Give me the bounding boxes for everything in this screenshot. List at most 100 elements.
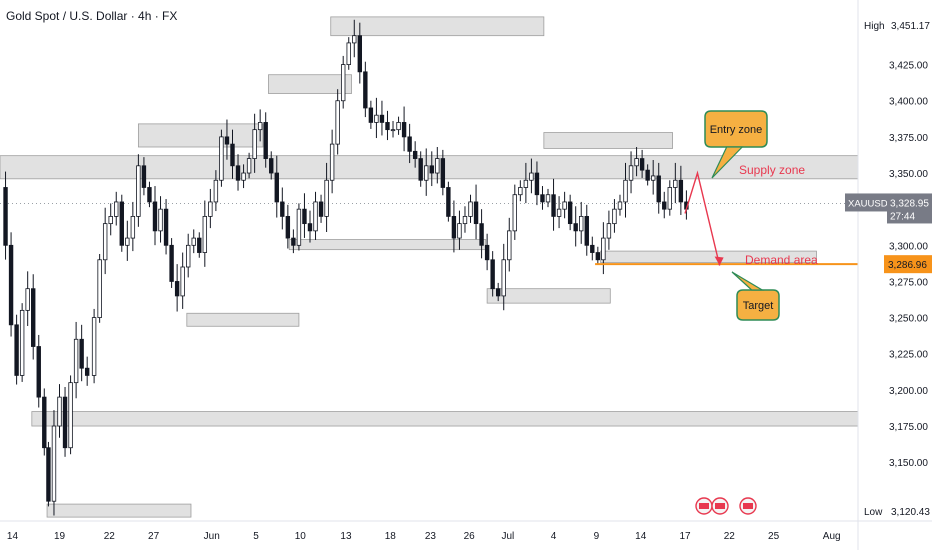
chart-title: Gold Spot / U.S. Dollar · 4h · FX: [6, 9, 178, 23]
candle-body: [68, 382, 73, 449]
candle-body: [667, 187, 672, 210]
candle-body: [556, 208, 562, 217]
zone-box-3: [543, 132, 673, 149]
y-tick-label: 3,225.00: [889, 350, 928, 361]
candle-body: [79, 338, 84, 369]
candle-body: [84, 367, 90, 376]
candle-body: [302, 208, 307, 225]
event-flag-icon-stripe: [715, 503, 725, 509]
zone-box-2: [137, 123, 264, 148]
candle-body: [462, 215, 468, 225]
zone-box-5: [288, 239, 487, 251]
entry-zone-callout: Entry zone: [704, 110, 768, 179]
event-flag-icon-stripe: [699, 503, 709, 509]
entry-zone-callout-tail: [711, 146, 744, 179]
candle-body: [186, 244, 191, 268]
candle-body: [495, 288, 501, 297]
candle-body: [274, 172, 279, 203]
candle-body: [114, 201, 119, 217]
candle-body: [224, 136, 230, 145]
candle-body: [440, 158, 446, 188]
candle-body: [125, 237, 130, 246]
candle-body: [518, 187, 523, 196]
candle-body: [235, 165, 241, 181]
candle-body: [473, 201, 479, 225]
candle-body: [579, 215, 584, 232]
x-tick-label: 23: [425, 531, 437, 542]
candle-body: [313, 201, 318, 232]
candle-body: [108, 215, 113, 225]
candle-body: [484, 244, 490, 261]
candle-body: [8, 244, 14, 326]
symbol-tag-text: XAUUSD: [848, 198, 888, 209]
candle-body: [446, 187, 451, 217]
y-tick-label: 3,150.00: [889, 458, 928, 469]
candle-body: [169, 244, 174, 282]
candle-body: [25, 288, 30, 311]
candle-body: [424, 165, 429, 181]
x-tick-label: 19: [54, 531, 66, 542]
candle-body: [545, 194, 551, 203]
target-callout-tail: [731, 271, 765, 291]
x-tick-label: 14: [635, 531, 647, 542]
candle-body: [102, 223, 108, 261]
candle-body: [451, 215, 457, 239]
candle-body: [263, 122, 268, 159]
candle-body: [291, 237, 296, 246]
candle-body: [119, 201, 124, 246]
x-tick-label: 22: [724, 531, 736, 542]
candle-body: [507, 230, 512, 261]
candle-body: [141, 165, 147, 188]
candle-body: [368, 107, 374, 123]
x-tick-label: 27: [148, 531, 160, 542]
x-tick-label: Jul: [501, 531, 514, 542]
candle-body: [606, 223, 612, 239]
candle-body: [19, 309, 25, 376]
candle-body: [174, 281, 180, 297]
y-tick-label: 3,250.00: [889, 314, 928, 325]
projection-arrowhead: [714, 256, 724, 266]
candle-body: [202, 215, 208, 253]
candle-body: [147, 187, 152, 203]
candle-body: [158, 208, 163, 232]
candle-body: [324, 179, 329, 217]
candle-body: [418, 158, 423, 181]
candle-body: [346, 42, 351, 66]
candle-body: [280, 201, 285, 217]
target-callout-box: [736, 289, 780, 321]
candle-body: [340, 64, 346, 102]
candle-body: [73, 338, 79, 384]
candle-body: [219, 136, 224, 181]
y-tick-label: 3,375.00: [889, 133, 928, 144]
candle-body: [62, 396, 68, 449]
candle-body: [590, 244, 595, 253]
candle-body: [3, 187, 8, 246]
y-tick-label: 3,425.00: [889, 61, 928, 72]
candle-body: [623, 179, 628, 203]
x-tick-label: 25: [768, 531, 780, 542]
candle-body: [628, 165, 634, 181]
candle-body: [567, 201, 573, 225]
candle-body: [385, 122, 390, 131]
candle-body: [14, 324, 19, 376]
candle-body: [479, 223, 484, 246]
candle-body: [639, 158, 645, 171]
candle-body: [435, 158, 440, 174]
candle-body: [374, 114, 379, 123]
candle-body: [31, 288, 36, 347]
candle-body: [662, 201, 667, 210]
target-callout: Target: [731, 271, 780, 321]
zone-box-7: [486, 288, 611, 304]
zone-box-9: [31, 411, 859, 427]
candle-body: [57, 396, 62, 427]
candle-body: [163, 208, 169, 246]
candle-body: [468, 201, 473, 217]
candle-body: [208, 201, 213, 217]
candle-body: [523, 179, 529, 188]
candle-body: [540, 194, 545, 203]
candle-body: [51, 425, 57, 502]
candle-body: [601, 237, 606, 261]
y-tick-label: 3,300.00: [889, 241, 928, 252]
